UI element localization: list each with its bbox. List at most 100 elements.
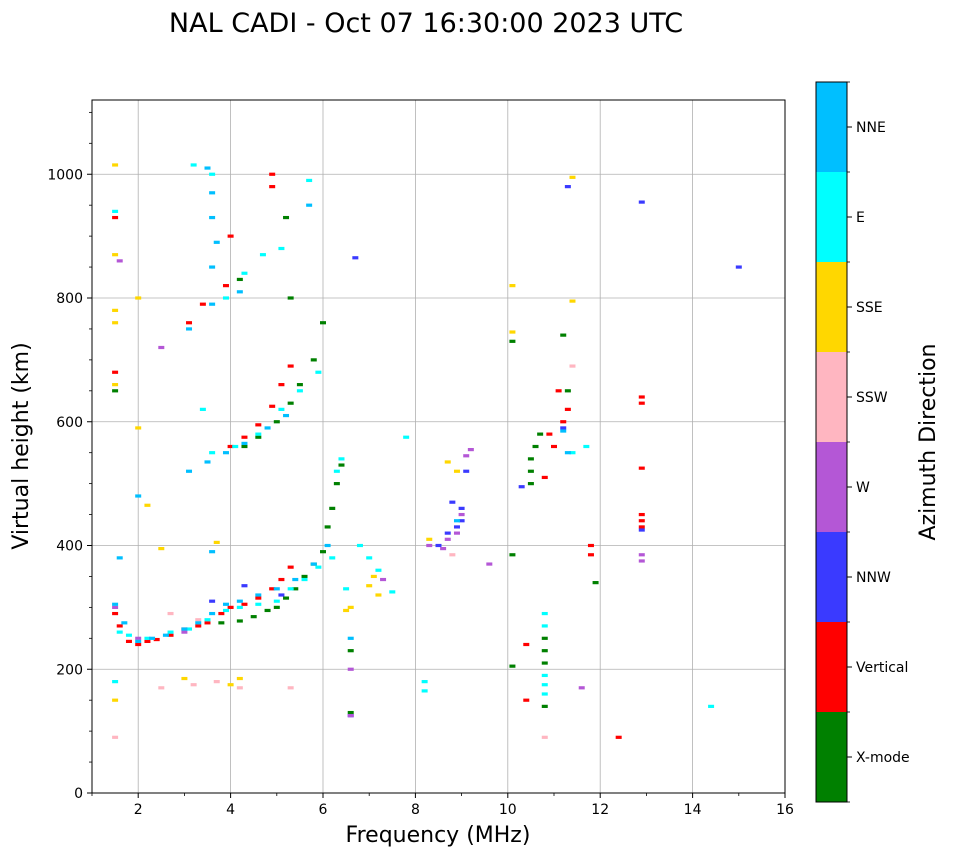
data-point: [232, 444, 239, 449]
data-point: [241, 444, 248, 449]
data-point: [527, 457, 534, 461]
data-point: [541, 636, 548, 640]
data-point: [329, 556, 336, 560]
data-point: [389, 590, 396, 594]
series-x-mode: [112, 215, 599, 715]
data-point: [296, 383, 303, 387]
data-point: [236, 277, 243, 282]
y-tick-label: 1000: [47, 167, 83, 183]
data-point: [135, 636, 142, 640]
data-point: [541, 475, 548, 480]
data-point: [426, 537, 433, 541]
x-axis-ticks: 2 4 6 8 10 12 14 16: [91, 793, 794, 818]
data-point: [209, 191, 216, 195]
data-point: [287, 364, 294, 368]
data-point: [236, 605, 243, 609]
data-point: [541, 692, 548, 696]
data-point: [546, 432, 553, 436]
colorbar-segment: [816, 352, 847, 442]
data-point: [158, 686, 165, 690]
y-axis-ticks: 0 200 400 600 800 1000: [47, 111, 92, 802]
y-axis-label: Virtual height (km): [9, 342, 34, 549]
data-point: [347, 649, 354, 653]
data-point: [218, 611, 225, 616]
colorbar-segment: [816, 82, 847, 172]
colorbar-label: Azimuth Direction: [916, 343, 941, 540]
colorbar-segment: [816, 262, 847, 352]
data-point: [638, 528, 645, 532]
data-point: [578, 686, 585, 690]
data-point: [259, 253, 266, 257]
data-point: [509, 330, 516, 334]
plot-background: [92, 100, 785, 793]
data-point: [112, 308, 119, 312]
x-tick-label: 10: [499, 802, 517, 818]
data-point: [541, 735, 548, 739]
data-point: [186, 321, 193, 325]
data-point: [213, 680, 220, 684]
y-tick-label: 600: [56, 415, 83, 431]
data-point: [320, 321, 326, 325]
data-point: [329, 506, 336, 510]
data-point: [273, 420, 280, 424]
data-point: [241, 271, 248, 275]
data-point: [370, 574, 377, 579]
data-point: [167, 630, 174, 634]
data-point: [458, 519, 465, 523]
data-point: [435, 543, 442, 548]
data-point: [320, 550, 326, 554]
data-point: [403, 435, 410, 439]
x-tick-label: 12: [591, 802, 609, 818]
data-point: [222, 451, 229, 455]
data-point: [638, 200, 645, 204]
data-point: [523, 698, 530, 702]
series-nne: [112, 166, 571, 644]
data-point: [278, 407, 285, 411]
data-point: [269, 185, 276, 189]
data-point: [343, 587, 350, 591]
data-point: [458, 512, 465, 517]
data-point: [195, 618, 202, 622]
data-point: [264, 608, 271, 613]
colorbar-tick-label: E: [856, 210, 865, 226]
data-point: [587, 543, 594, 548]
data-point: [186, 627, 193, 631]
data-point: [592, 581, 599, 585]
data-point: [181, 630, 188, 634]
data-point: [135, 296, 142, 300]
data-point: [333, 482, 340, 486]
data-point: [333, 469, 340, 473]
data-point: [121, 621, 128, 625]
data-point: [347, 667, 354, 671]
data-point: [537, 432, 544, 436]
data-point: [509, 284, 516, 288]
data-point: [204, 460, 211, 464]
data-point: [735, 265, 742, 269]
y-tick-label: 400: [56, 539, 83, 555]
data-point: [569, 451, 576, 455]
data-point: [241, 602, 248, 606]
data-point: [283, 413, 290, 418]
data-point: [287, 565, 294, 569]
data-point: [255, 602, 262, 606]
data-point: [583, 444, 590, 449]
data-point: [255, 432, 262, 436]
data-point: [347, 710, 354, 715]
data-point: [463, 469, 470, 473]
data-point: [209, 302, 216, 306]
data-point: [167, 633, 174, 637]
data-point: [227, 605, 234, 609]
data-point: [273, 599, 280, 603]
data-point: [532, 444, 539, 449]
data-point: [222, 284, 229, 288]
data-point: [278, 383, 285, 387]
colorbar-segment: [816, 622, 847, 712]
data-point: [250, 615, 257, 619]
data-point: [569, 364, 576, 368]
data-point: [306, 178, 313, 183]
data-point: [324, 543, 331, 548]
data-point: [112, 389, 119, 393]
colorbar-segment: [816, 532, 847, 622]
data-point: [116, 259, 123, 263]
